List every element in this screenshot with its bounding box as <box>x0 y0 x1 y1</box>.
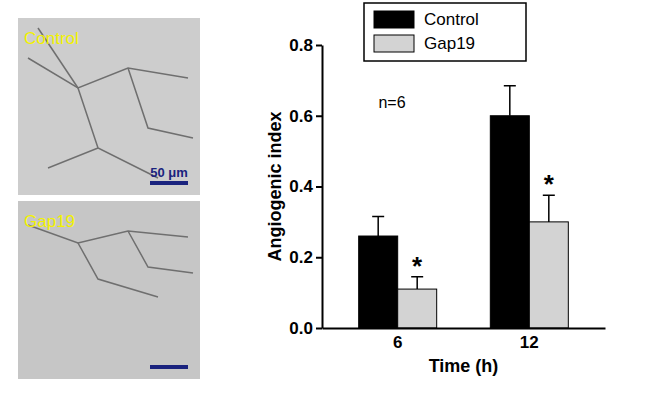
y-tick: 0.6 <box>289 107 322 126</box>
x-tick: 6 <box>393 328 402 352</box>
y-tick-mark <box>316 45 322 47</box>
y-tick: 0.2 <box>289 248 322 267</box>
annotation: n=6 <box>378 94 405 111</box>
legend: Control Gap19 <box>364 3 526 61</box>
panel-label: Control <box>24 29 79 48</box>
error-bar <box>372 217 384 236</box>
micrograph <box>18 201 200 379</box>
significance-marker: * <box>544 169 555 199</box>
bar <box>359 236 398 328</box>
x-axis-title: Time (h) <box>429 356 499 376</box>
x-axis-line <box>323 328 606 330</box>
y-tick: 0.0 <box>289 319 322 338</box>
y-axis-title: Angiogenic index <box>265 111 285 261</box>
cell-network <box>28 58 188 88</box>
y-tick-mark <box>316 257 322 259</box>
y-tick-label: 0.0 <box>289 319 313 338</box>
legend-swatch <box>374 11 414 28</box>
x-axis: 6 12 <box>323 328 606 352</box>
plot-area <box>359 86 569 328</box>
cell-network <box>78 243 158 297</box>
legend-label: Gap19 <box>424 34 475 53</box>
y-axis: 0.0 0.2 0.4 0.6 0.8 <box>289 36 322 338</box>
x-tick-label: 12 <box>520 333 539 352</box>
y-tick-label: 0.2 <box>289 248 313 267</box>
error-bar <box>504 86 516 116</box>
cell-network <box>128 231 193 273</box>
scale-bar-label: 50 μm <box>150 165 188 180</box>
y-tick: 0.8 <box>289 36 322 55</box>
figure: Control 50 μm Gap19 * * 0.0 0.2 0.4 0.6 0.8 6 12 Tim… <box>0 0 649 399</box>
y-tick: 0.4 <box>289 177 322 196</box>
y-tick-label: 0.6 <box>289 107 313 126</box>
legend-label: Control <box>424 10 479 29</box>
legend-swatch <box>374 35 414 52</box>
scale-bar <box>150 365 188 369</box>
image-panel: Gap19 <box>18 201 200 379</box>
y-tick-label: 0.8 <box>289 36 313 55</box>
legend-box <box>364 3 526 61</box>
cell-network <box>78 88 158 178</box>
y-tick-label: 0.4 <box>289 177 313 196</box>
y-tick-mark <box>316 186 322 188</box>
y-tick-mark <box>316 115 322 117</box>
bar <box>490 116 529 328</box>
significance-marker: * <box>412 251 423 281</box>
panel-label: Gap19 <box>24 212 75 231</box>
image-panel: Control 50 μm <box>18 18 200 195</box>
cell-network <box>48 148 98 168</box>
micrograph <box>18 18 200 195</box>
bar <box>529 222 568 328</box>
x-tick-label: 6 <box>393 333 402 352</box>
x-tick: 12 <box>520 328 539 352</box>
scale-bar <box>150 181 188 185</box>
y-tick-mark <box>316 328 322 330</box>
bar <box>398 289 437 328</box>
cell-network <box>128 68 193 138</box>
